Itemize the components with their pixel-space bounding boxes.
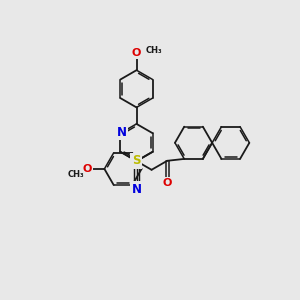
Text: O: O (132, 48, 141, 58)
Text: O: O (163, 178, 172, 188)
Text: N: N (131, 183, 142, 196)
Text: N: N (117, 126, 127, 139)
Text: S: S (132, 154, 140, 167)
Text: CH₃: CH₃ (146, 46, 163, 55)
Text: O: O (82, 164, 92, 174)
Text: CH₃: CH₃ (67, 170, 84, 179)
